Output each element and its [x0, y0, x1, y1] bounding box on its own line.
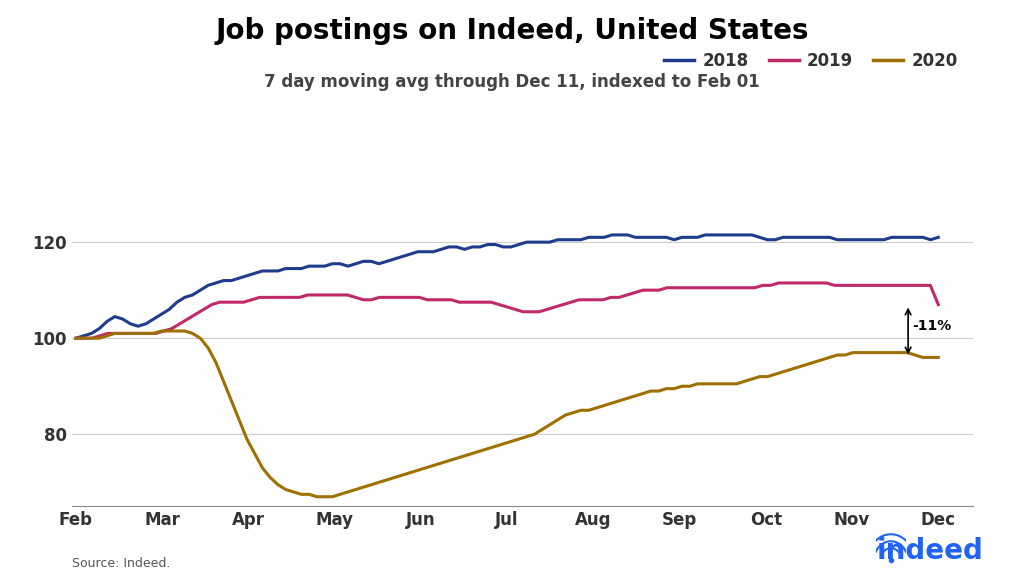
2018: [660, 234, 673, 241]
2020: [156, 328, 168, 335]
2019: [357, 296, 370, 303]
2020: [310, 493, 323, 500]
2019: [772, 279, 784, 286]
2020: [707, 381, 719, 388]
Text: 7 day moving avg through Dec 11, indexed to Feb 01: 7 day moving avg through Dec 11, indexed…: [264, 73, 760, 91]
2018: [70, 335, 82, 342]
Line: 2018: 2018: [76, 235, 938, 338]
2018: [909, 234, 922, 241]
2019: [70, 335, 82, 342]
Text: indeed: indeed: [877, 537, 983, 565]
2018: [552, 236, 564, 243]
2019: [309, 292, 322, 299]
2020: [932, 354, 944, 361]
2018: [745, 232, 758, 239]
2020: [567, 409, 580, 416]
Text: -11%: -11%: [912, 319, 951, 333]
Text: Job postings on Indeed, United States: Job postings on Indeed, United States: [215, 17, 809, 45]
2019: [541, 306, 553, 313]
2020: [70, 335, 82, 342]
Line: 2020: 2020: [76, 331, 938, 496]
2020: [916, 354, 929, 361]
2020: [754, 373, 766, 380]
2019: [532, 308, 545, 315]
Text: Source: Indeed.: Source: Indeed.: [72, 558, 170, 570]
2020: [668, 385, 680, 392]
2018: [932, 234, 944, 241]
2018: [606, 232, 618, 239]
2018: [373, 260, 385, 267]
2020: [388, 474, 400, 481]
2018: [699, 232, 712, 239]
Legend: 2018, 2019, 2020: 2018, 2019, 2020: [657, 45, 965, 77]
Line: 2019: 2019: [76, 283, 938, 338]
2019: [932, 301, 944, 308]
2019: [134, 330, 146, 337]
2019: [637, 287, 649, 294]
